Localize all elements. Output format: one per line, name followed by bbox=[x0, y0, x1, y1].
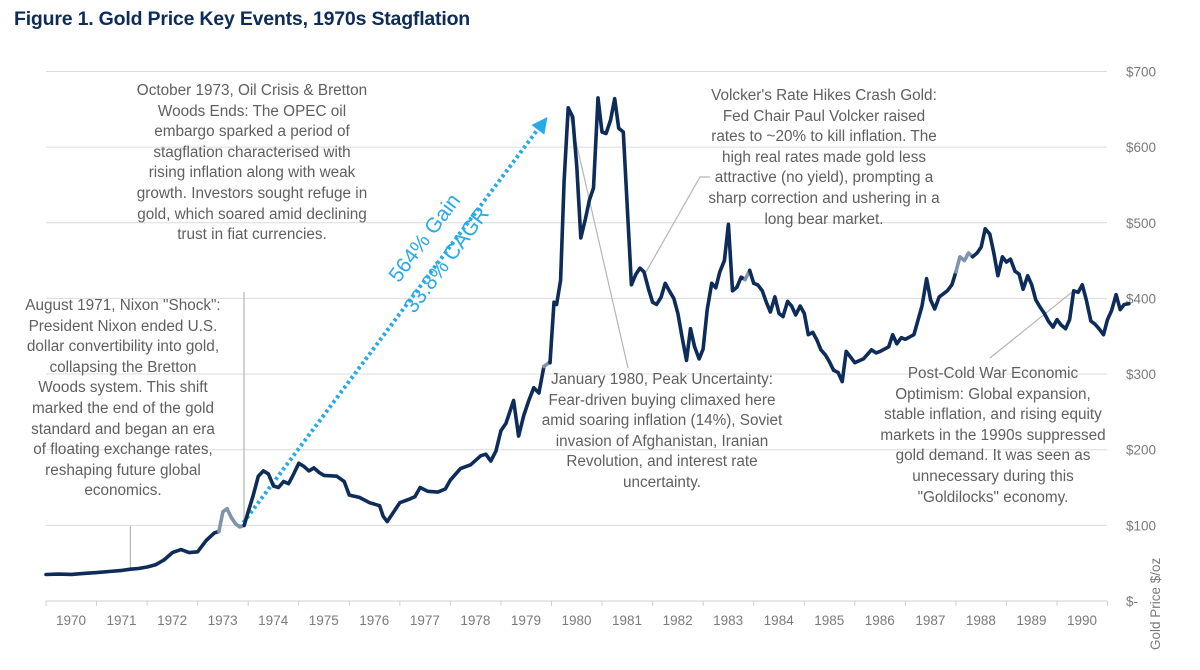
x-tick-label: 1978 bbox=[460, 613, 490, 628]
leader-post-cold-war bbox=[989, 290, 1075, 359]
gain-arrow-line bbox=[238, 125, 542, 529]
x-tick-label: 1983 bbox=[713, 613, 743, 628]
leader-peak-1980 bbox=[567, 107, 629, 369]
series-line bbox=[970, 227, 1131, 337]
series-line bbox=[548, 96, 747, 365]
x-tick-label: 1982 bbox=[663, 613, 693, 628]
y-tick-label: $400 bbox=[1126, 291, 1156, 306]
x-tick-label: 1975 bbox=[309, 613, 339, 628]
x-tick-label: 1972 bbox=[157, 613, 187, 628]
x-tick-label: 1970 bbox=[56, 613, 86, 628]
x-axis: 1970 1971 1972 1973 1974 1975 1976 1977 1978 1979… bbox=[45, 600, 1109, 628]
x-tick-label: 1977 bbox=[410, 613, 440, 628]
annotation-oil-crisis: October 1973, Oil Crisis & Bretton Woods… bbox=[136, 82, 368, 244]
y-tick-label: $100 bbox=[1126, 518, 1156, 533]
annotation-leader-lines bbox=[129, 107, 1075, 570]
x-tick-label: 1976 bbox=[359, 613, 389, 628]
series-line bbox=[44, 529, 221, 577]
x-tick-label: 1979 bbox=[511, 613, 541, 628]
x-tick-label: 1980 bbox=[561, 613, 591, 628]
leader-volcker bbox=[645, 176, 710, 273]
x-tick-label: 1984 bbox=[764, 613, 795, 628]
y-axis-label: Gold Price $/oz bbox=[1148, 557, 1163, 650]
x-tick-label: 1989 bbox=[1016, 613, 1046, 628]
y-tick-label: $- bbox=[1126, 594, 1138, 609]
series-line-highlight bbox=[217, 506, 246, 534]
series-line bbox=[747, 268, 958, 384]
y-tick-label: $300 bbox=[1126, 367, 1156, 382]
x-tick-label: 1986 bbox=[865, 613, 895, 628]
y-tick-label: $500 bbox=[1126, 216, 1156, 231]
annotation-peak-1980: January 1980, Peak Uncertainty: Fear-dri… bbox=[541, 371, 783, 491]
x-tick-label: 1971 bbox=[107, 613, 137, 628]
series-line-highlight bbox=[954, 251, 975, 274]
annotation-volcker: Volcker's Rate Hikes Crash Gold: Fed Cha… bbox=[708, 87, 940, 228]
chart-title: Figure 1. Gold Price Key Events, 1970s S… bbox=[14, 8, 470, 30]
x-tick-label: 1990 bbox=[1067, 613, 1097, 628]
y-tick-label: $600 bbox=[1126, 140, 1156, 155]
x-tick-label: 1974 bbox=[258, 613, 289, 628]
x-tick-label: 1973 bbox=[208, 613, 238, 628]
annotation-post-cold-war: Post-Cold War Economic Optimism: Global … bbox=[880, 365, 1106, 506]
gain-arrow-head bbox=[531, 117, 548, 135]
x-tick-label: 1988 bbox=[966, 613, 996, 628]
y-tick-label: $200 bbox=[1126, 443, 1156, 458]
y-tick-label: $700 bbox=[1126, 64, 1156, 79]
y-axis: $- $100 $200 $300 $400 $500 $600 $700 bbox=[1126, 64, 1156, 609]
annotation-nixon-shock: August 1971, Nixon "Shock": President Ni… bbox=[25, 297, 221, 500]
x-tick-label: 1981 bbox=[612, 613, 642, 628]
series-line bbox=[242, 364, 546, 528]
price-series bbox=[44, 96, 1131, 577]
x-tick-label: 1985 bbox=[814, 613, 844, 628]
x-tick-label: 1987 bbox=[915, 613, 945, 628]
